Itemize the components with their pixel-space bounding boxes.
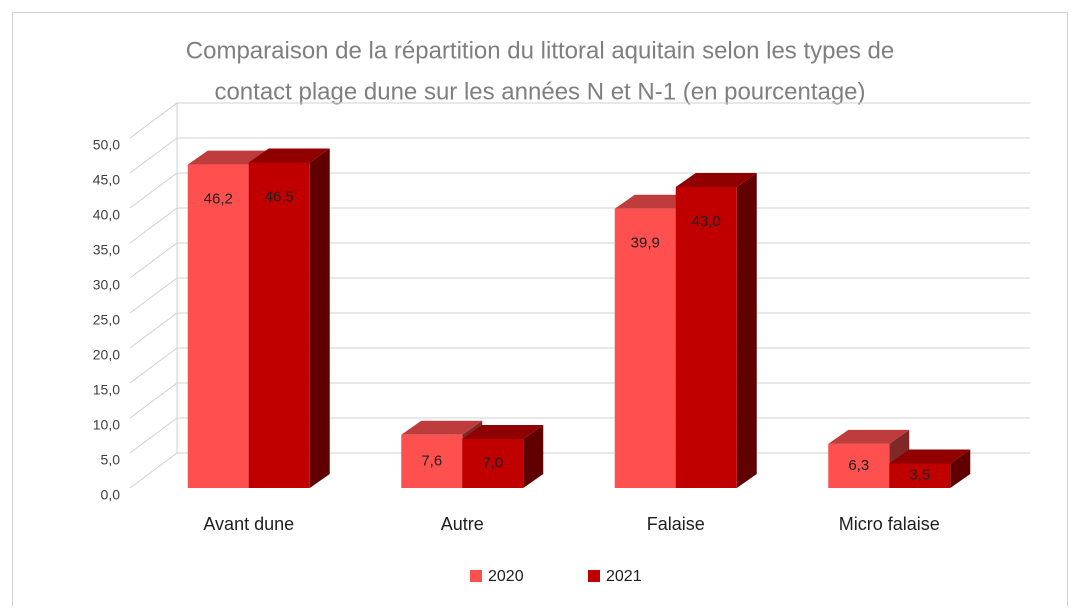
bar-top: [675, 173, 757, 187]
x-tick-label: Autre: [441, 514, 484, 534]
legend-label: 2021: [606, 568, 642, 585]
bar-side: [309, 148, 330, 488]
data-label: 46,5: [265, 188, 294, 205]
chart-title: contact plage dune sur les années N et N…: [214, 78, 865, 105]
chart-title: Comparaison de la répartition du littora…: [186, 37, 894, 64]
bar: [614, 208, 676, 488]
bar-top: [614, 194, 696, 209]
bar-side: [523, 425, 544, 488]
bar-side: [736, 173, 757, 488]
y-tick-label: 5,0: [101, 452, 121, 468]
data-label: 7,6: [421, 452, 442, 469]
legend-swatch: [470, 570, 482, 582]
bar: [187, 164, 249, 488]
data-label: 3,5: [909, 467, 930, 484]
x-tick-label: Avant dune: [203, 514, 294, 534]
y-tick-label: 0,0: [101, 487, 121, 503]
y-tick-label: 15,0: [93, 382, 120, 398]
data-label: 39,9: [631, 235, 660, 252]
bar-top: [401, 420, 483, 435]
bar: [889, 463, 951, 488]
bar: [828, 443, 890, 488]
data-label: 43,0: [692, 213, 721, 230]
y-tick-label: 20,0: [93, 347, 120, 363]
bar: [462, 439, 524, 488]
data-label: 6,3: [848, 457, 869, 474]
bar: [401, 434, 463, 488]
legend-label: 2020: [488, 568, 524, 585]
bar-side: [950, 449, 971, 488]
legend-swatch: [588, 570, 600, 582]
data-label: 7,0: [482, 454, 503, 471]
bar-top: [889, 449, 971, 464]
data-label: 46,2: [204, 191, 233, 208]
bar: [675, 187, 737, 488]
bar-top: [828, 429, 910, 444]
bar: [248, 162, 310, 488]
y-tick-label: 10,0: [93, 417, 120, 433]
y-tick-label: 25,0: [93, 312, 120, 328]
x-tick-label: Falaise: [647, 514, 705, 534]
x-tick-label: Micro falaise: [839, 514, 940, 534]
y-tick-label: 40,0: [93, 207, 120, 223]
y-tick-label: 45,0: [93, 172, 120, 188]
bar-top: [248, 148, 330, 163]
y-tick-label: 35,0: [93, 242, 120, 258]
bar-top: [187, 150, 269, 165]
bar-top: [462, 425, 544, 439]
y-tick-label: 50,0: [93, 137, 120, 153]
y-tick-label: 30,0: [93, 277, 120, 293]
